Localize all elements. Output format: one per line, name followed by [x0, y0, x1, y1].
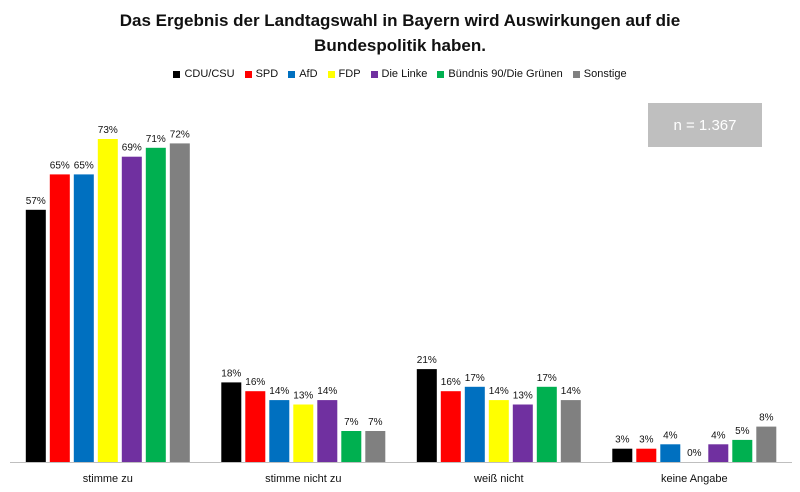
bar [488, 400, 509, 462]
sample-size-box: n = 1.367 [648, 103, 762, 147]
legend-label: FDP [338, 68, 361, 80]
bar [341, 431, 362, 462]
bar-value-label: 16% [441, 377, 461, 388]
bar-value-label: 13% [513, 391, 533, 402]
bar-value-label: 17% [465, 373, 485, 384]
bar [269, 400, 290, 462]
chart-title-line-1: Das Ergebnis der Landtagswahl in Bayern … [119, 11, 681, 30]
bar [97, 139, 118, 462]
bar-value-label: 16% [245, 377, 265, 388]
chart-title-line-2: Bundespolitik haben. [314, 36, 486, 55]
bar [636, 448, 657, 462]
bar-value-label: 69% [122, 143, 142, 154]
bar-value-label: 17% [537, 373, 557, 384]
bar [660, 444, 681, 462]
bar-value-label: 3% [639, 435, 654, 446]
bar [169, 143, 190, 462]
legend-swatch [370, 70, 378, 78]
legend-label: Die Linke [381, 68, 428, 80]
bar [756, 426, 777, 462]
bar [416, 369, 437, 462]
bar-value-label: 0% [687, 448, 702, 459]
bar [612, 448, 633, 462]
bar-value-label: 57% [26, 196, 46, 207]
bar-value-label: 5% [735, 426, 750, 437]
category-label: stimme zu [83, 473, 133, 485]
bar [73, 174, 94, 462]
legend-swatch [288, 70, 296, 78]
bar [536, 386, 557, 462]
bar-value-label: 14% [269, 386, 289, 397]
bar [708, 444, 729, 462]
legend-label: SPD [255, 68, 279, 80]
legend-swatch [173, 70, 181, 78]
bar-value-label: 3% [615, 435, 630, 446]
legend-swatch [244, 70, 252, 78]
bar-value-label: 7% [344, 417, 359, 428]
bar-value-label: 65% [74, 160, 94, 171]
bar [293, 404, 314, 462]
bar [440, 391, 461, 462]
bar [49, 174, 70, 462]
bar-value-label: 14% [489, 386, 509, 397]
bar [365, 431, 386, 462]
bar [732, 439, 753, 462]
bar-value-label: 4% [711, 430, 726, 441]
bar-value-label: 14% [317, 386, 337, 397]
bar [221, 382, 242, 462]
category-label: stimme nicht zu [265, 473, 341, 485]
bar [464, 386, 485, 462]
legend-item-3: FDP [327, 68, 361, 80]
legend-swatch [327, 70, 335, 78]
bar-value-label: 4% [663, 430, 678, 441]
legend-item-5: Bündnis 90/Die Grünen [437, 68, 563, 80]
bar [245, 391, 266, 462]
legend-swatch [437, 70, 445, 78]
chart-title: Das Ergebnis der Landtagswahl in Bayern … [0, 8, 800, 58]
bar-value-label: 14% [561, 386, 581, 397]
legend-swatch [572, 70, 580, 78]
bar-value-label: 18% [221, 368, 241, 379]
legend-item-2: AfD [288, 68, 318, 80]
legend-item-1: SPD [244, 68, 279, 80]
bar-value-label: 8% [759, 413, 774, 424]
bar-value-label: 73% [98, 125, 118, 136]
bar-value-label: 13% [293, 391, 313, 402]
bar [145, 147, 166, 463]
bar [25, 209, 46, 462]
bar [317, 400, 338, 462]
bar-value-label: 65% [50, 160, 70, 171]
bar [560, 400, 581, 462]
legend-label: AfD [299, 68, 318, 80]
bar [121, 156, 142, 462]
category-label: weiß nicht [473, 473, 524, 485]
legend-item-6: Sonstige [572, 68, 627, 80]
legend-item-0: CDU/CSU [173, 68, 235, 80]
legend-label: Sonstige [583, 68, 627, 80]
bar-value-label: 7% [368, 417, 383, 428]
category-label: keine Angabe [661, 473, 728, 485]
bar-value-label: 72% [170, 129, 190, 140]
bar [512, 404, 533, 462]
legend-label: Bündnis 90/Die Grünen [448, 68, 563, 80]
bar-value-label: 71% [146, 134, 166, 145]
bar-value-label: 21% [417, 355, 437, 366]
legend-label: CDU/CSU [184, 68, 235, 80]
legend-item-4: Die Linke [370, 68, 428, 80]
chart-legend: CDU/CSU SPD AfD FDP Die Linke Bündnis 90/Die … [0, 68, 800, 80]
